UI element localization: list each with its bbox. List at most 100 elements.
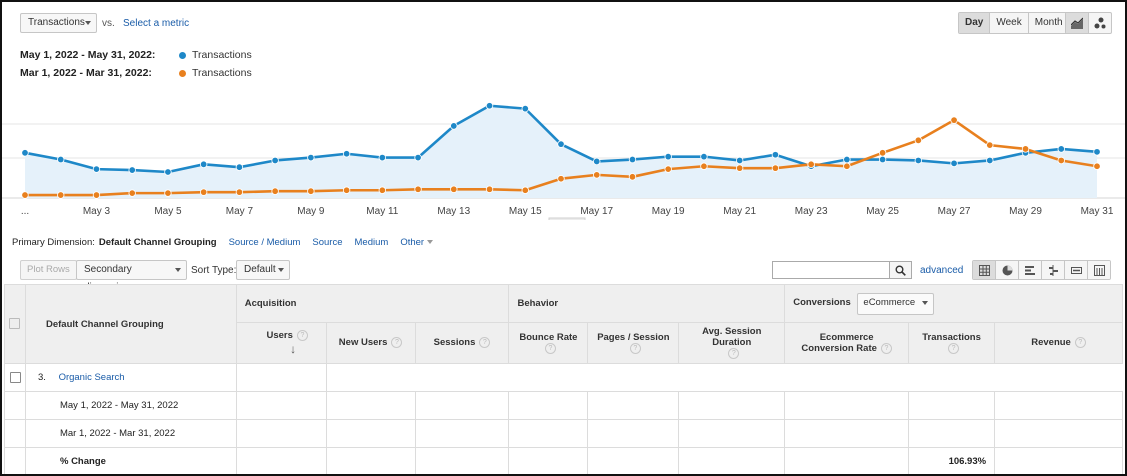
dimension-other[interactable]: Other bbox=[400, 237, 433, 248]
motion-chart-button[interactable] bbox=[1088, 13, 1111, 33]
metric-users-header[interactable]: Users? ↓ bbox=[235, 322, 327, 364]
data-point bbox=[914, 156, 923, 165]
comparison-icon bbox=[1048, 264, 1058, 276]
conversions-label: Conversions bbox=[793, 296, 851, 308]
dimension-current: Default Channel Grouping bbox=[98, 237, 217, 248]
data-point bbox=[414, 185, 422, 193]
metric-label: Sessions bbox=[433, 337, 476, 349]
x-tick-label: May 17 bbox=[580, 206, 613, 217]
data-point bbox=[307, 187, 315, 195]
data-point bbox=[450, 185, 458, 193]
select-metric-link[interactable]: Select a metric bbox=[123, 18, 190, 29]
period-month-button[interactable]: Month bbox=[1027, 13, 1069, 33]
data-view-button[interactable] bbox=[973, 261, 995, 279]
dimension-source-medium[interactable]: Source / Medium bbox=[228, 237, 301, 248]
secondary-dimension-select[interactable]: Secondary dimension bbox=[76, 260, 187, 293]
data-point bbox=[1093, 162, 1101, 170]
sort-type-select[interactable]: Default bbox=[236, 260, 290, 280]
pivot-view-button[interactable] bbox=[1087, 261, 1110, 279]
data-point bbox=[342, 150, 351, 158]
period-week-button[interactable]: Week bbox=[989, 13, 1027, 33]
percentage-view-button[interactable] bbox=[995, 261, 1018, 279]
help-icon[interactable]: ? bbox=[479, 337, 491, 349]
table-row: Mar 1, 2022 - Mar 31, 2022 bbox=[4, 419, 1123, 448]
help-icon[interactable]: ? bbox=[948, 342, 960, 354]
row-change-label: % Change bbox=[24, 447, 237, 474]
data-point bbox=[771, 164, 780, 172]
row-date-range: May 1, 2022 - May 31, 2022 bbox=[24, 391, 237, 420]
data-point bbox=[199, 160, 208, 169]
comparison-view-button[interactable] bbox=[1041, 261, 1064, 279]
row-dimension-link[interactable]: Organic Search bbox=[58, 372, 125, 383]
metric-ecommerce-conversion-rate-header[interactable]: Ecommerce Conversion Rate? bbox=[784, 322, 910, 364]
data-point bbox=[271, 187, 279, 195]
transactions-change-value: 106.93% bbox=[908, 447, 996, 474]
metric-label: Users bbox=[266, 330, 293, 342]
legend-range: Mar 1, 2022 - Mar 31, 2022: bbox=[20, 67, 152, 79]
data-point bbox=[164, 189, 172, 197]
dimension-header-label: Default Channel Grouping bbox=[45, 318, 164, 330]
metric-label: Revenue bbox=[1031, 337, 1071, 349]
data-point bbox=[128, 189, 136, 197]
conversions-goal-select[interactable]: eCommerce bbox=[857, 292, 935, 315]
table-search-input[interactable] bbox=[772, 261, 890, 279]
data-point bbox=[700, 152, 708, 161]
metric-pages-session-header[interactable]: Pages / Session? bbox=[587, 322, 680, 364]
dimension-medium[interactable]: Medium bbox=[354, 237, 389, 248]
data-point bbox=[199, 188, 208, 196]
metric-select[interactable]: Transactions bbox=[20, 13, 97, 33]
chevron-down-icon bbox=[175, 268, 181, 272]
data-point bbox=[92, 165, 101, 173]
help-icon[interactable]: ? bbox=[391, 337, 403, 349]
row-date-range: Mar 1, 2022 - Mar 31, 2022 bbox=[24, 419, 237, 448]
chevron-down-icon bbox=[85, 21, 91, 25]
data-point bbox=[664, 152, 672, 161]
data-point bbox=[735, 164, 744, 172]
chevron-down-icon bbox=[922, 300, 929, 305]
x-tick-label: May 21 bbox=[723, 206, 756, 217]
term-cloud-icon bbox=[1070, 266, 1082, 274]
conversions-group-header: Conversions eCommerce bbox=[784, 284, 1123, 323]
x-tick-label: May 15 bbox=[509, 206, 542, 217]
metric-label: Bounce Rate bbox=[519, 331, 578, 343]
primary-dimension-prefix: Primary Dimension: bbox=[12, 237, 95, 248]
select-all-checkbox[interactable] bbox=[9, 318, 21, 330]
data-point bbox=[307, 153, 315, 162]
advanced-link[interactable]: advanced bbox=[920, 265, 964, 276]
metric-avg-session-duration-header[interactable]: Avg. Session Duration? bbox=[678, 322, 786, 364]
help-icon[interactable]: ? bbox=[296, 330, 308, 342]
x-tick-label: May 27 bbox=[938, 206, 971, 217]
help-icon[interactable]: ? bbox=[728, 348, 740, 360]
metric-new-users-header[interactable]: New Users? bbox=[325, 322, 416, 364]
dimension-source[interactable]: Source bbox=[312, 237, 343, 248]
help-icon[interactable]: ? bbox=[544, 342, 556, 354]
data-point bbox=[628, 173, 637, 181]
data-point bbox=[1093, 148, 1101, 156]
help-icon[interactable]: ? bbox=[629, 342, 641, 354]
plot-rows-button[interactable]: Plot Rows bbox=[20, 260, 77, 280]
performance-view-button[interactable] bbox=[1018, 261, 1041, 279]
row-checkbox-cell bbox=[4, 363, 26, 392]
data-point bbox=[557, 175, 565, 183]
metric-sessions-header[interactable]: Sessions? bbox=[414, 322, 510, 364]
period-day-button[interactable]: Day bbox=[959, 13, 990, 33]
line-chart-icon bbox=[1070, 17, 1084, 29]
data-point bbox=[57, 191, 65, 199]
data-point bbox=[92, 191, 101, 199]
search-button[interactable] bbox=[890, 261, 912, 279]
sort-desc-arrow-icon: ↓ bbox=[290, 341, 297, 356]
sort-type-label: Sort Type: bbox=[191, 265, 237, 276]
help-icon[interactable]: ? bbox=[1074, 337, 1086, 349]
data-point bbox=[664, 165, 672, 173]
term-cloud-view-button[interactable] bbox=[1064, 261, 1087, 279]
data-point bbox=[771, 151, 780, 159]
dimension-header[interactable]: Default Channel Grouping bbox=[24, 284, 237, 364]
help-icon[interactable]: ? bbox=[880, 342, 892, 354]
metric-transactions-header[interactable]: Transactions? bbox=[908, 322, 996, 364]
metric-revenue-header[interactable]: Revenue? bbox=[994, 322, 1123, 364]
line-chart: ... May 3 May 5 May 7 May 9 May 11 May 13 May 1… bbox=[2, 102, 1125, 220]
line-chart-button[interactable] bbox=[1066, 13, 1088, 33]
row-checkbox[interactable] bbox=[10, 371, 21, 383]
metric-select-value: Transactions bbox=[28, 17, 85, 28]
metric-bounce-rate-header[interactable]: Bounce Rate? bbox=[508, 322, 589, 364]
